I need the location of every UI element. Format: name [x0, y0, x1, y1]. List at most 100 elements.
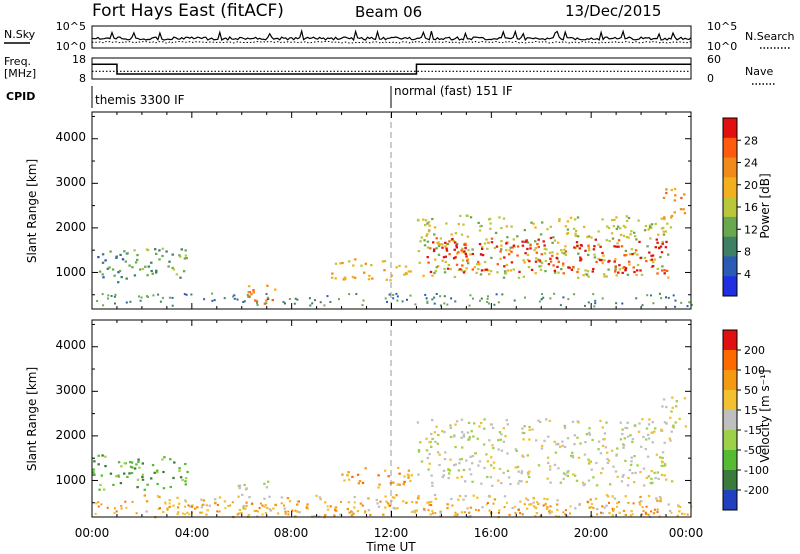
data-cell	[592, 293, 595, 296]
data-cell	[183, 293, 186, 296]
data-cell	[623, 266, 626, 269]
data-cell	[605, 275, 608, 278]
data-cell	[540, 262, 544, 265]
data-cell	[477, 464, 480, 467]
data-cell	[658, 292, 661, 295]
data-cell	[514, 511, 517, 514]
data-cell	[430, 504, 433, 507]
data-cell	[627, 236, 630, 239]
data-cell	[591, 438, 594, 442]
data-cell	[573, 293, 576, 296]
data-cell	[196, 506, 199, 509]
data-cell	[571, 456, 575, 459]
data-cell	[274, 288, 277, 291]
data-cell	[382, 513, 385, 516]
data-cell	[665, 191, 668, 195]
data-cell	[449, 435, 453, 439]
data-cell	[644, 511, 647, 514]
data-cell	[483, 418, 486, 421]
cpid-label: CPID	[6, 90, 35, 103]
data-cell	[662, 464, 665, 468]
data-cell	[660, 251, 664, 254]
data-cell	[624, 513, 627, 516]
data-cell	[402, 500, 405, 503]
cpid-mode-1: themis 3300 IF	[95, 93, 185, 107]
data-cell	[519, 512, 522, 515]
data-cell	[670, 214, 674, 218]
data-cell	[433, 296, 436, 299]
data-cell	[562, 472, 566, 475]
data-cell	[139, 299, 142, 302]
data-cell	[594, 299, 597, 302]
data-cell	[429, 513, 432, 516]
data-cell	[606, 461, 610, 464]
data-cell	[563, 252, 566, 255]
data-cell	[651, 441, 654, 444]
data-cell	[624, 267, 628, 270]
data-cell	[168, 499, 171, 502]
data-cell	[561, 264, 565, 267]
data-cell	[485, 453, 488, 456]
data-cell	[636, 464, 639, 467]
data-cell	[238, 508, 242, 512]
data-cell	[361, 304, 364, 307]
data-cell	[133, 467, 137, 470]
data-cell	[686, 305, 689, 308]
data-cell	[441, 476, 444, 479]
data-cell	[146, 274, 149, 277]
data-cell	[486, 460, 490, 463]
data-cell	[165, 250, 168, 253]
data-cell	[624, 459, 627, 462]
data-cell	[436, 442, 439, 445]
data-cell	[629, 463, 633, 466]
data-cell	[615, 227, 619, 230]
data-cell	[184, 483, 187, 486]
data-cell	[489, 423, 493, 426]
data-cell	[164, 501, 167, 504]
data-cell	[628, 469, 632, 472]
data-cell	[545, 418, 548, 421]
data-cell	[559, 445, 562, 448]
data-cell	[138, 295, 140, 298]
data-cell	[549, 505, 552, 508]
data-cell	[334, 262, 338, 265]
nsky-trace	[91, 28, 692, 42]
data-cell	[674, 299, 677, 302]
data-cell	[664, 246, 668, 249]
data-cell	[493, 246, 497, 250]
data-cell	[428, 441, 431, 444]
data-cell	[526, 247, 529, 251]
data-cell	[649, 225, 652, 229]
data-cell	[182, 512, 184, 515]
data-cell	[621, 271, 624, 274]
data-cell	[679, 208, 683, 211]
data-cell	[117, 474, 120, 477]
data-cell	[618, 227, 622, 230]
data-cell	[125, 301, 128, 304]
data-cell	[594, 302, 597, 305]
data-cell	[252, 289, 255, 292]
data-cell	[498, 431, 502, 434]
data-cell	[443, 268, 446, 271]
data-cell	[101, 454, 104, 457]
data-cell	[563, 445, 567, 449]
data-cell	[457, 251, 460, 254]
data-cell	[584, 269, 587, 272]
data-cell	[647, 423, 651, 426]
data-cell	[378, 483, 381, 486]
data-cell	[665, 405, 668, 409]
data-cell	[314, 299, 316, 302]
data-cell	[179, 255, 182, 258]
data-cell	[630, 460, 633, 463]
data-cell	[406, 298, 408, 301]
data-cell	[541, 293, 543, 296]
data-cell	[601, 444, 605, 447]
freq-tick-top: 18	[72, 53, 86, 66]
data-cell	[629, 434, 632, 437]
data-cell	[109, 250, 112, 253]
data-cell	[423, 244, 427, 247]
data-cell	[507, 253, 511, 256]
data-cell	[223, 500, 227, 503]
data-cell	[666, 222, 669, 225]
data-cell	[613, 497, 617, 500]
